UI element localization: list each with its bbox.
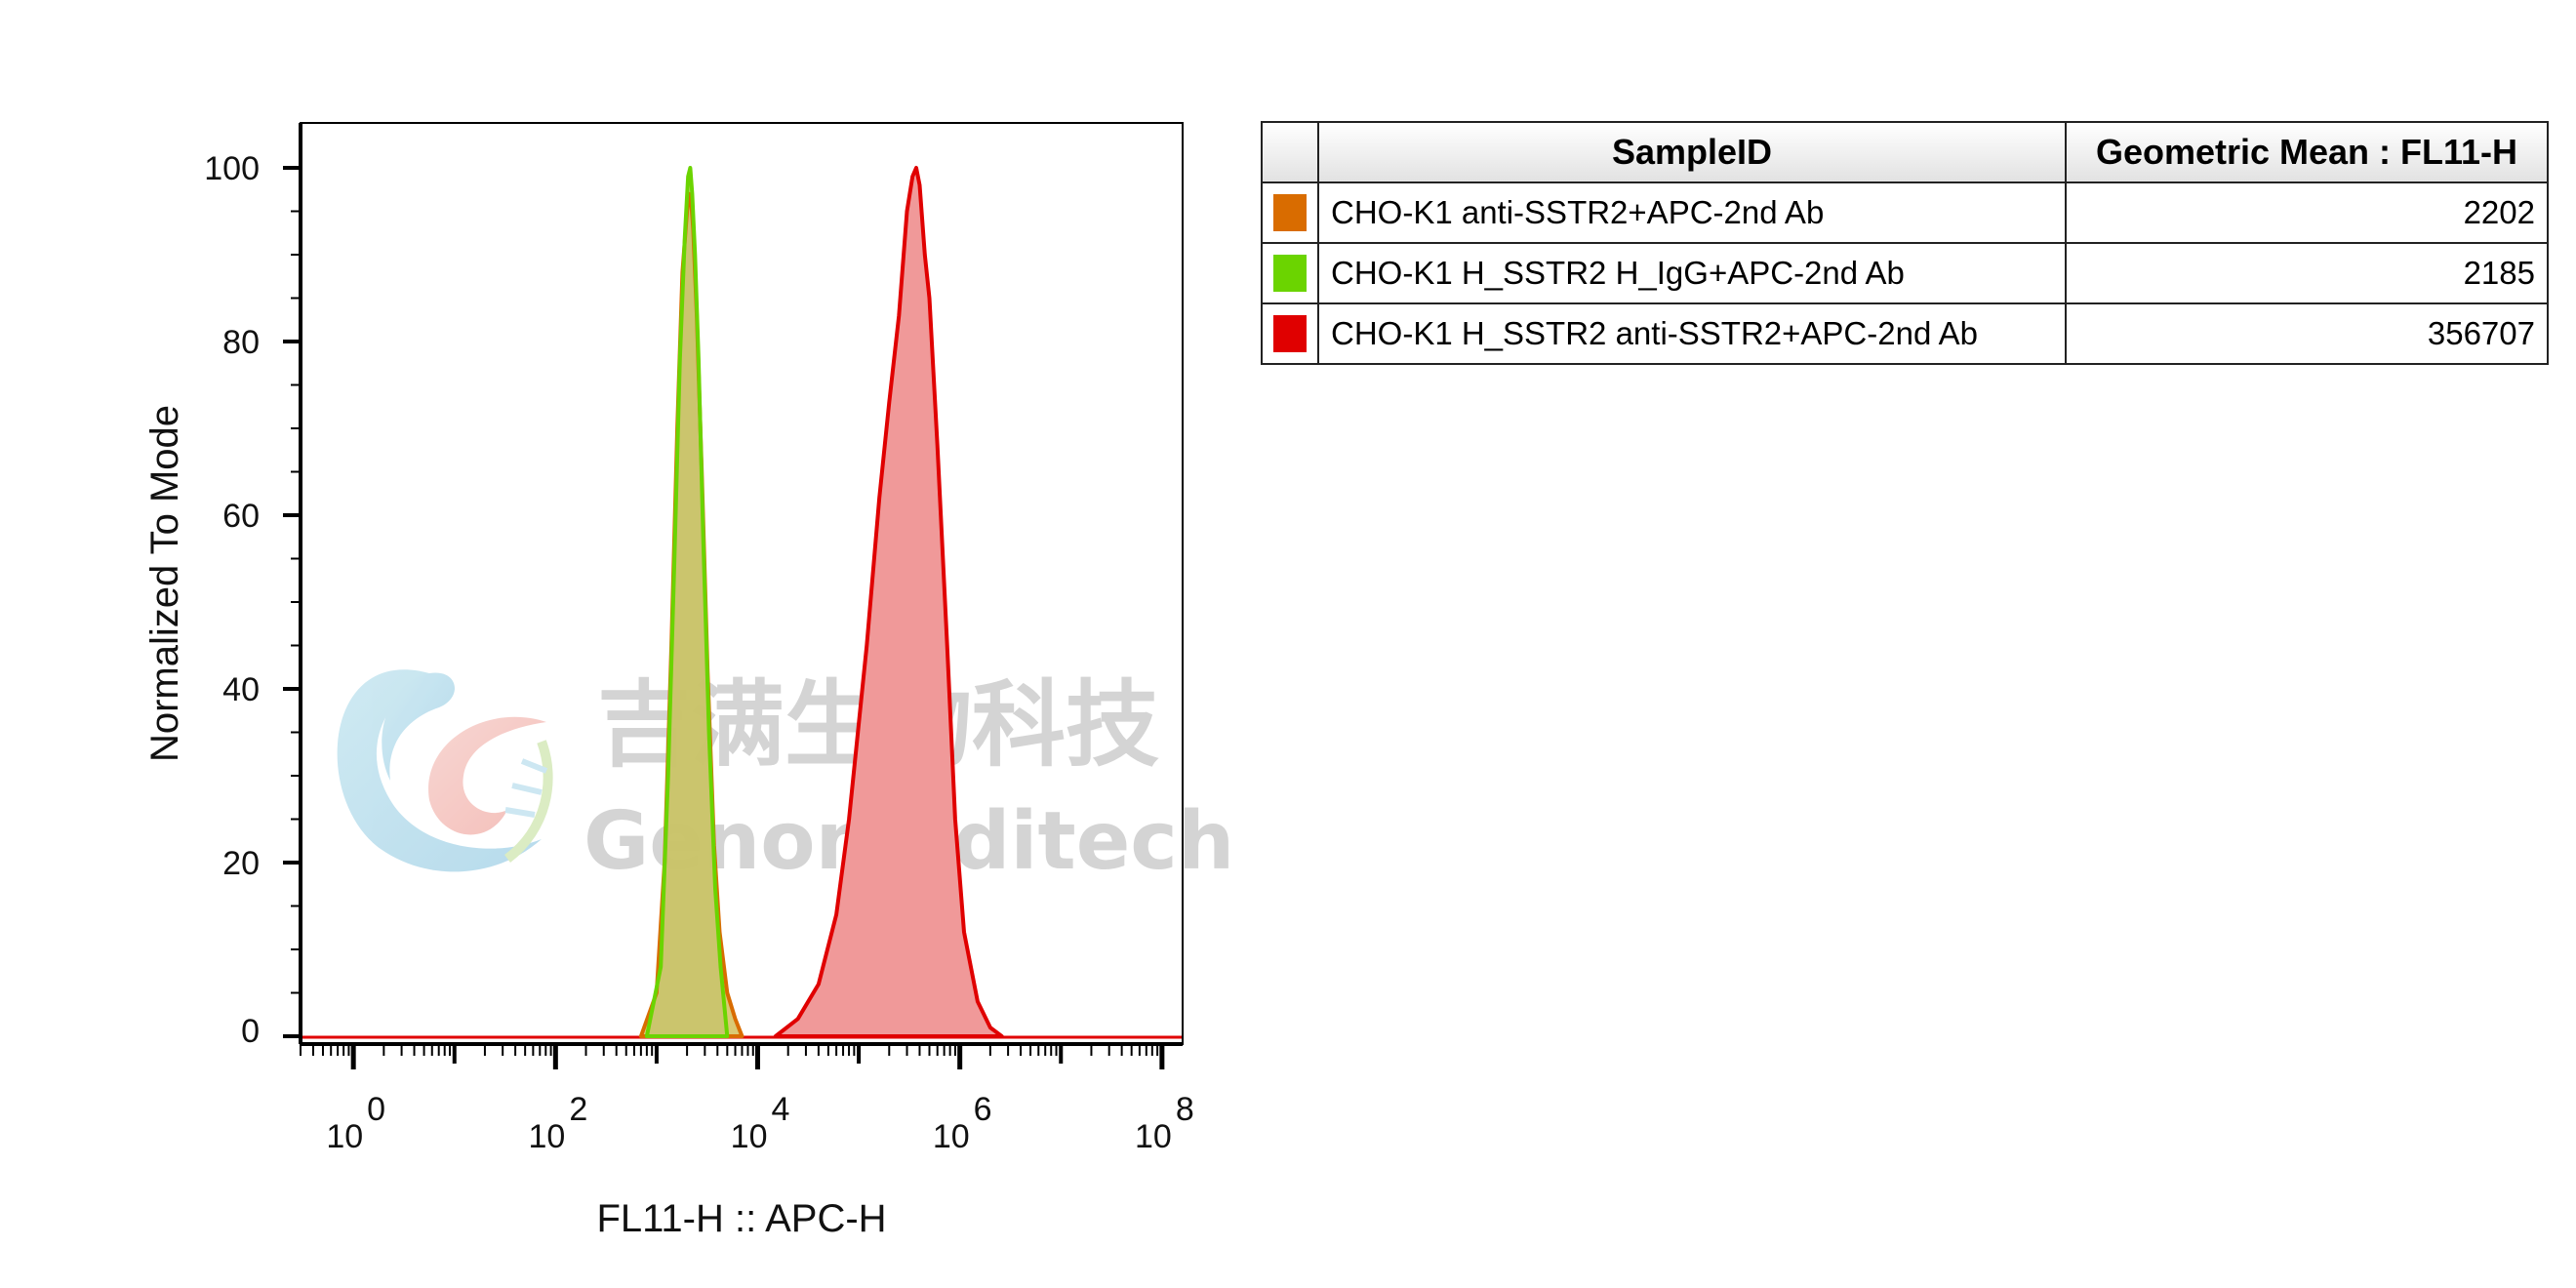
x-tick-label-base: 10 — [326, 1118, 363, 1155]
geometric-mean-column-header: Geometric Mean : FL11-H — [2065, 121, 2549, 183]
table-row: CHO-K1 anti-SSTR2+APC-2nd Ab 2202 — [1261, 181, 2549, 244]
x-tick-label-base: 10 — [1135, 1118, 1172, 1155]
series-fill-2 — [775, 168, 1002, 1036]
color-swatch — [1273, 315, 1307, 352]
y-tick-label: 40 — [222, 671, 260, 708]
x-axis-title: FL11-H :: APC-H — [596, 1197, 886, 1240]
sample-id-cell: CHO-K1 anti-SSTR2+APC-2nd Ab — [1317, 181, 2067, 244]
y-axis-ticks: 0 20 40 60 80 100 — [204, 150, 301, 1050]
color-swatch-cell — [1261, 302, 1319, 365]
plot-frame — [300, 122, 1184, 1045]
color-column-header — [1261, 121, 1319, 183]
table-header-row: SampleID Geometric Mean : FL11-H — [1261, 121, 2549, 183]
color-swatch — [1273, 194, 1307, 231]
color-swatch-cell — [1261, 242, 1319, 304]
watermark-logo — [337, 669, 553, 872]
x-tick-label-base: 10 — [731, 1118, 768, 1155]
table-row: CHO-K1 H_SSTR2 anti-SSTR2+APC-2nd Ab 356… — [1261, 302, 2549, 365]
geometric-mean-cell: 356707 — [2065, 302, 2549, 365]
table-row: CHO-K1 H_SSTR2 H_IgG+APC-2nd Ab 2185 — [1261, 242, 2549, 304]
x-tick-label-exponent: 0 — [367, 1091, 385, 1128]
x-tick-label-exponent: 8 — [1176, 1091, 1194, 1128]
y-axis-title: Normalized To Mode — [143, 405, 186, 762]
geometric-mean-cell: 2202 — [2065, 181, 2549, 244]
y-tick-label: 60 — [222, 498, 260, 535]
y-tick-label: 100 — [204, 150, 260, 187]
color-swatch-cell — [1261, 181, 1319, 244]
sample-id-cell: CHO-K1 H_SSTR2 anti-SSTR2+APC-2nd Ab — [1317, 302, 2067, 365]
geometric-mean-cell: 2185 — [2065, 242, 2549, 304]
x-tick-label-exponent: 6 — [974, 1091, 992, 1128]
x-tick-label-exponent: 2 — [569, 1091, 587, 1128]
x-tick-label-base: 10 — [529, 1118, 566, 1155]
statistics-table: SampleID Geometric Mean : FL11-H CHO-K1 … — [1261, 121, 2549, 365]
series-line-2 — [773, 166, 1004, 1038]
y-tick-label: 20 — [222, 845, 260, 882]
series-layer — [301, 166, 1183, 1039]
x-tick-label-base: 10 — [933, 1118, 970, 1155]
sample-id-cell: CHO-K1 H_SSTR2 H_IgG+APC-2nd Ab — [1317, 242, 2067, 304]
color-swatch — [1273, 255, 1307, 292]
sample-id-column-header: SampleID — [1317, 121, 2067, 183]
series-line-1 — [644, 166, 730, 1038]
x-tick-label-exponent: 4 — [772, 1091, 790, 1128]
y-tick-label: 80 — [222, 324, 260, 361]
y-tick-label: 0 — [241, 1013, 260, 1050]
